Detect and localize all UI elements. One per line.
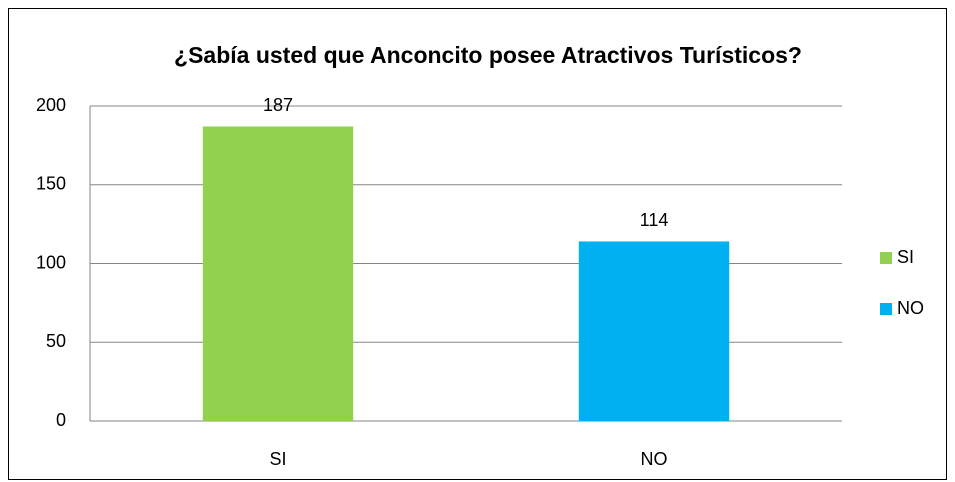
legend-label: NO — [897, 298, 924, 318]
y-tick-label: 0 — [56, 410, 66, 430]
data-label: 187 — [263, 95, 293, 115]
x-tick-label: SI — [269, 449, 286, 469]
bar — [578, 241, 730, 421]
legend-swatch — [880, 252, 892, 264]
x-tick-label: NO — [641, 449, 668, 469]
chart-border — [8, 8, 947, 480]
legend-swatch — [880, 303, 892, 315]
legend-label: SI — [897, 247, 914, 267]
y-tick-label: 50 — [46, 331, 66, 351]
chart-title: ¿Sabía usted que Anconcito posee Atracti… — [174, 42, 802, 68]
bar — [202, 126, 354, 421]
y-tick-label: 100 — [36, 252, 66, 272]
y-tick-label: 150 — [36, 174, 66, 194]
data-label: 114 — [640, 210, 669, 230]
y-tick-label: 200 — [36, 95, 66, 115]
